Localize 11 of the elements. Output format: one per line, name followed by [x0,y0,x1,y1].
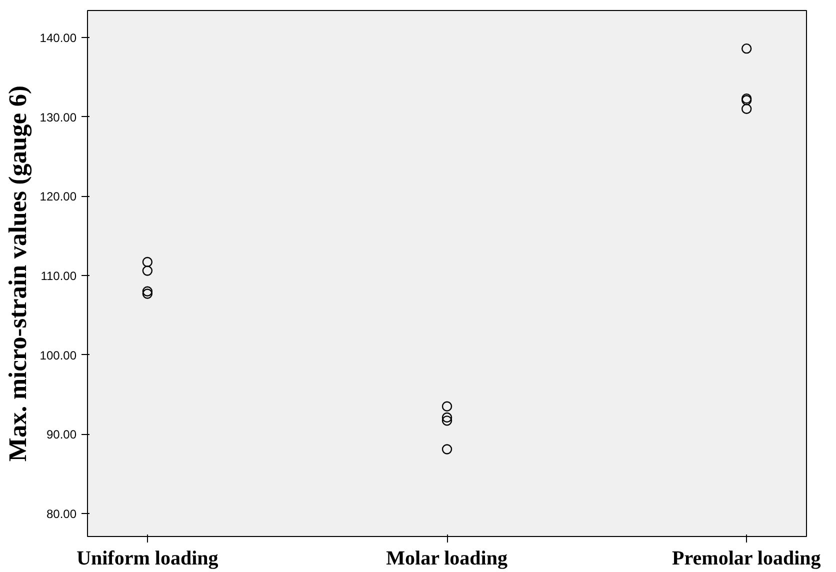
y-tick-label: 120.00 [40,190,77,204]
y-axis-title: Max. micro-strain values (gauge 6) [4,86,32,462]
y-tick-label: 130.00 [40,110,77,124]
x-tick-label: Uniform loading [76,548,218,570]
y-tick-label: 140.00 [40,30,77,45]
y-tick-label: 80.00 [46,506,77,521]
x-tick-label: Premolar loading [672,548,821,570]
y-tick-label: 110.00 [40,268,77,283]
x-tick-label: Molar loading [386,548,508,570]
y-tick-label: 90.00 [46,428,77,442]
y-tick-label: 100.00 [40,348,77,362]
